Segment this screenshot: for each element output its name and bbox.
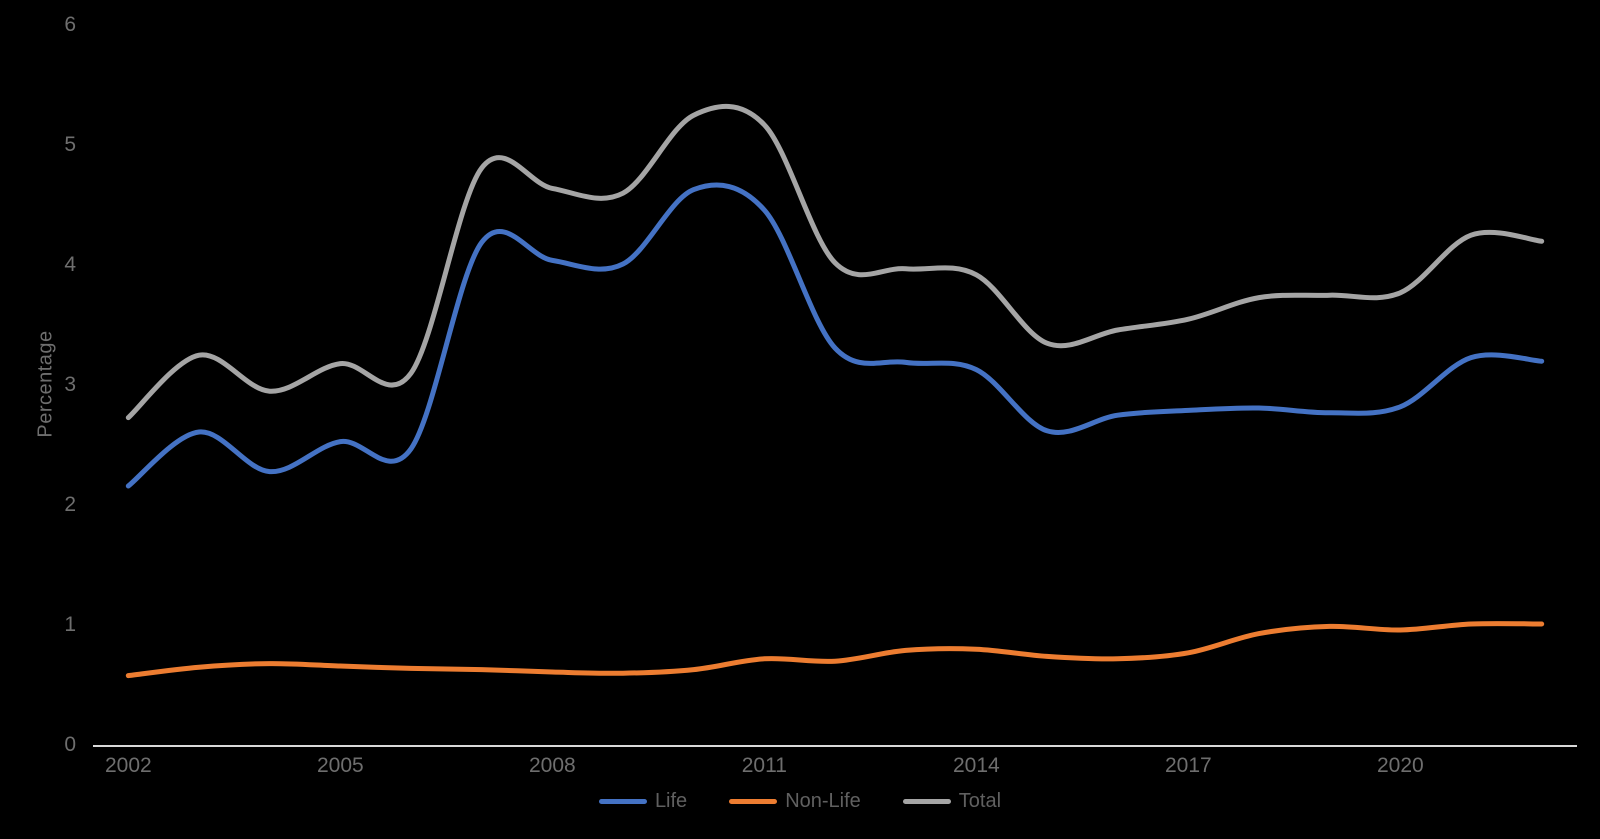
legend-swatch-total [902,798,951,804]
x-tick-label: 2014 [953,754,1000,777]
x-tick-label: 2008 [529,754,576,777]
series-line-total [125,104,1545,421]
legend-label-life: Life [654,789,688,812]
x-tick-label: 2017 [1165,754,1212,777]
y-tick-label: 5 [64,133,76,156]
x-tick-label: 2020 [1377,754,1424,777]
x-tick-label: 2002 [105,754,152,777]
y-axis-title: Percentage [34,330,57,438]
y-tick-label: 4 [64,253,76,276]
legend-swatch-non-life [729,798,778,804]
legend-item-non-life: Non-Life [729,790,861,813]
legend-item-life: Life [598,789,688,813]
legend-label-total: Total [958,789,1002,812]
x-tick-label: 2005 [317,754,364,777]
y-tick-label: 2 [64,493,76,516]
legend: Life Non-Life Total [0,787,1600,815]
legend-label-non-life: Non-Life [785,789,861,812]
legend-item-total: Total [902,789,1002,813]
y-tick-label: 6 [64,13,76,36]
series-line-non-life [125,621,1545,679]
y-tick-label: 3 [64,373,76,396]
y-tick-label: 0 [64,733,76,756]
series-line-life [125,182,1545,489]
y-tick-label: 1 [64,613,76,636]
x-tick-label: 2011 [742,754,787,777]
legend-swatch-life [598,798,647,804]
